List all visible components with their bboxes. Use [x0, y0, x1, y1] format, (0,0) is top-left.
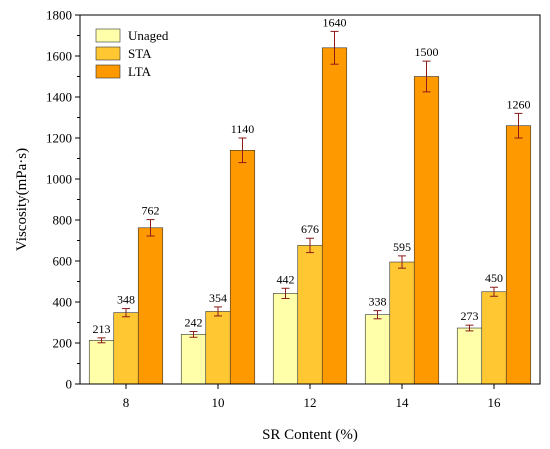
data-labels-layer: 213 348 762 242 354 1140 442 676 1640 338 595 1500 2…	[93, 15, 531, 335]
data-label-lta-12: 1640	[323, 15, 347, 29]
x-axis-title: SR Content (%)	[262, 427, 358, 443]
bar-lta-12	[321, 47, 348, 385]
data-label-lta-14: 1500	[415, 45, 439, 59]
error-bar-unaged-12	[281, 287, 290, 300]
legend-label-sta: STA	[128, 46, 152, 61]
x-tick-label-14: 14	[396, 395, 410, 410]
data-label-sta-8: 348	[117, 293, 135, 307]
bar-lta-14	[413, 76, 440, 385]
bar-sta-14	[389, 261, 415, 385]
error-bar-lta-16	[514, 112, 523, 139]
bar-lta-16	[505, 125, 532, 385]
y-tick-label-600: 600	[53, 254, 73, 269]
legend-label-lta: LTA	[128, 64, 152, 79]
bars-layer	[88, 47, 532, 385]
data-label-unaged-8: 213	[93, 322, 111, 336]
legend-swatch-sta	[95, 46, 121, 61]
error-bar-unaged-10	[189, 331, 198, 338]
y-tick-label-0: 0	[66, 377, 73, 392]
error-bar-unaged-16	[465, 324, 474, 332]
bar-unaged-12	[272, 293, 299, 385]
error-bar-lta-12	[330, 30, 339, 65]
bar-sta-10	[205, 311, 231, 385]
bar-lta-8	[137, 227, 164, 385]
legend: Unaged STA LTA	[95, 28, 169, 79]
y-tick-label-1800: 1800	[46, 8, 72, 23]
bar-unaged-14	[364, 314, 391, 385]
error-bar-lta-14	[422, 60, 431, 93]
data-label-sta-14: 595	[393, 240, 411, 254]
plot-frame	[79, 14, 541, 385]
error-bar-lta-10	[238, 137, 247, 164]
data-label-sta-10: 354	[209, 291, 227, 305]
y-tick-label-1400: 1400	[46, 90, 72, 105]
data-label-unaged-16: 273	[461, 309, 479, 323]
data-label-lta-10: 1140	[231, 122, 255, 136]
bar-sta-12	[297, 245, 323, 385]
error-bar-sta-12	[306, 237, 314, 254]
data-label-sta-16: 450	[485, 271, 503, 285]
y-tick-label-1200: 1200	[46, 131, 72, 146]
legend-swatch-unaged	[95, 28, 121, 43]
x-tick-label-10: 10	[212, 395, 225, 410]
error-bar-sta-10	[214, 306, 222, 317]
error-bar-lta-8	[146, 219, 155, 237]
legend-swatch-lta	[95, 64, 121, 79]
data-label-unaged-10: 242	[185, 316, 203, 330]
bar-sta-16	[481, 291, 507, 385]
data-label-lta-8: 762	[142, 204, 160, 218]
axes-layer: 8 10 12 14 16 0 200 400 600 800 1000 1200 1400 1600 18…	[46, 8, 541, 410]
data-label-unaged-14: 338	[369, 295, 387, 309]
y-tick-label-1000: 1000	[46, 172, 72, 187]
error-bar-unaged-8	[97, 337, 106, 344]
x-tick-label-12: 12	[304, 395, 317, 410]
bar-unaged-10	[180, 334, 207, 385]
y-tick-label-200: 200	[53, 336, 73, 351]
error-bar-unaged-14	[373, 310, 382, 320]
data-label-sta-12: 676	[301, 222, 319, 236]
bar-lta-10	[229, 150, 256, 385]
y-tick-label-800: 800	[53, 213, 73, 228]
error-bars-layer	[97, 30, 523, 344]
y-axis-title: Viscosity(mPa·s)	[14, 148, 30, 251]
x-tick-label-8: 8	[123, 395, 130, 410]
bar-unaged-16	[456, 327, 483, 385]
data-label-lta-16: 1260	[507, 97, 531, 111]
x-tick-label-16: 16	[488, 395, 502, 410]
y-tick-label-400: 400	[53, 295, 73, 310]
bar-sta-8	[113, 312, 139, 385]
legend-label-unaged: Unaged	[128, 28, 169, 43]
error-bar-sta-16	[490, 286, 498, 297]
y-tick-label-1600: 1600	[46, 49, 72, 64]
error-bar-sta-14	[398, 255, 406, 269]
data-label-unaged-12: 442	[277, 272, 295, 286]
error-bar-sta-8	[122, 308, 130, 318]
bar-unaged-8	[88, 340, 115, 385]
